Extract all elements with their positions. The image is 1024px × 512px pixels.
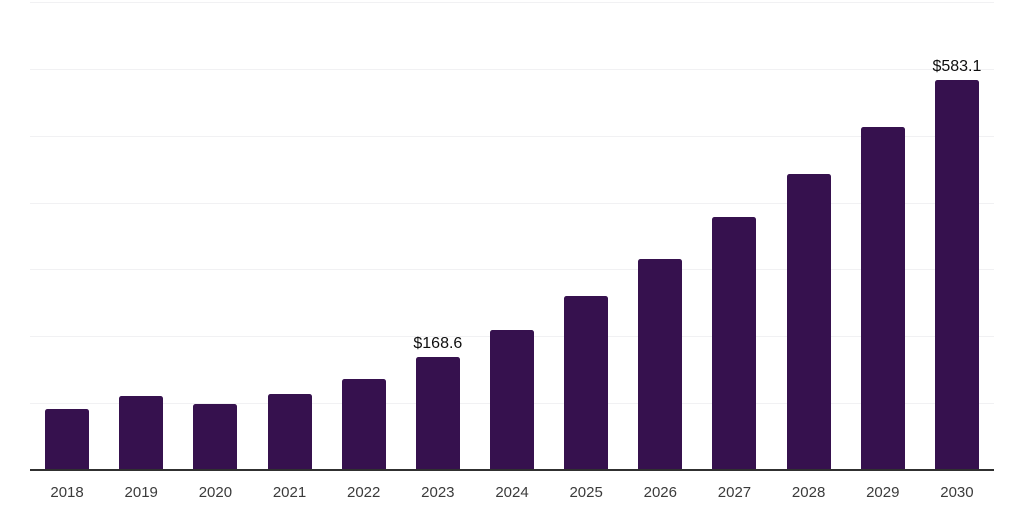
x-tick-label-2019: 2019 bbox=[124, 484, 158, 501]
bar-2019[interactable] bbox=[119, 396, 164, 470]
bar-2030[interactable] bbox=[934, 80, 979, 470]
bar-2020[interactable] bbox=[193, 403, 238, 470]
bar-2021[interactable] bbox=[267, 394, 312, 470]
gridline-700 bbox=[30, 2, 994, 3]
bar-2024[interactable] bbox=[490, 329, 534, 470]
data-label-2023: $168.6 bbox=[413, 335, 463, 353]
x-tick-label-2021: 2021 bbox=[272, 484, 307, 501]
gridline-300 bbox=[30, 269, 994, 271]
x-tick-label-2024: 2024 bbox=[495, 484, 529, 501]
x-tick-label-2028: 2028 bbox=[791, 484, 826, 501]
bar-2025[interactable] bbox=[564, 295, 609, 470]
gridline-400 bbox=[30, 202, 994, 204]
bar-2026[interactable] bbox=[638, 258, 683, 470]
bar-2018[interactable] bbox=[45, 409, 90, 470]
x-tick-label-2026: 2026 bbox=[643, 484, 677, 501]
x-tick-label-2027: 2027 bbox=[717, 484, 752, 501]
gridline-500 bbox=[30, 135, 994, 137]
x-tick-label-2029: 2029 bbox=[866, 484, 900, 501]
x-tick-label-2018: 2018 bbox=[50, 484, 84, 501]
data-label-2030: $583.1 bbox=[932, 58, 982, 76]
x-tick-label-2020: 2020 bbox=[198, 484, 233, 501]
bar-2029[interactable] bbox=[860, 127, 905, 470]
bar-2028[interactable] bbox=[786, 173, 831, 470]
x-tick-label-2025: 2025 bbox=[569, 484, 603, 501]
gridline-600 bbox=[30, 68, 994, 70]
x-axis-line bbox=[30, 469, 994, 471]
bar-2027[interactable] bbox=[712, 216, 757, 470]
bar-2022[interactable] bbox=[341, 379, 386, 470]
x-tick-label-2030: 2030 bbox=[940, 484, 974, 501]
bar-2023[interactable] bbox=[415, 357, 460, 470]
x-tick-label-2022: 2022 bbox=[347, 484, 381, 501]
x-tick-label-2023: 2023 bbox=[421, 484, 455, 501]
x-axis-labels: 2018 2019 2020 2021 2022 2023 2024 2025 2026 2027… bbox=[0, 483, 1024, 503]
plot-area: $168.6 $583.1 bbox=[30, 2, 994, 470]
